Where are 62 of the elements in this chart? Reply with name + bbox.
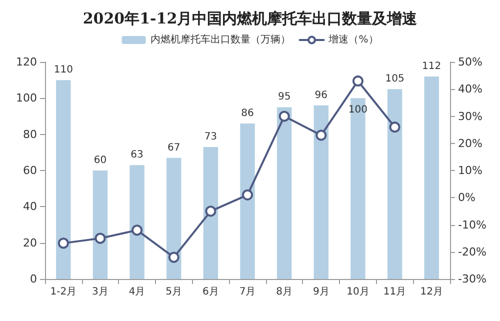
y2-tick-label: 50% bbox=[458, 56, 482, 68]
bar bbox=[92, 170, 108, 279]
data-label: 96 bbox=[314, 90, 328, 101]
point bbox=[242, 189, 253, 200]
bar bbox=[387, 89, 402, 279]
point bbox=[205, 206, 216, 217]
y2-tick-label: 30% bbox=[458, 110, 482, 123]
point bbox=[316, 130, 327, 141]
x-tick-label: 1-2月 bbox=[50, 286, 77, 298]
data-label: 105 bbox=[385, 74, 404, 85]
bar bbox=[424, 76, 439, 279]
bar bbox=[130, 165, 144, 279]
y-tick-label: 0 bbox=[30, 272, 37, 286]
point bbox=[278, 110, 290, 122]
point bbox=[58, 238, 69, 249]
x-tick-label: 9月 bbox=[312, 286, 330, 298]
data-label: 60 bbox=[94, 155, 107, 166]
x-tick-label: 3月 bbox=[92, 286, 108, 298]
x-tick-label: 7月 bbox=[239, 286, 256, 298]
point bbox=[94, 232, 106, 244]
y2-tick-label: 40% bbox=[458, 82, 482, 96]
y-tick-label: 80 bbox=[23, 128, 37, 141]
data-label: 95 bbox=[278, 92, 291, 103]
bar bbox=[203, 146, 218, 279]
data-label: 100 bbox=[348, 104, 368, 116]
bar bbox=[276, 107, 292, 279]
point bbox=[389, 122, 400, 133]
point bbox=[168, 252, 180, 263]
legend-label: 内燃机摩托车出口数量（万辆） bbox=[150, 34, 291, 46]
data-label: 86 bbox=[241, 108, 254, 119]
data-label: 63 bbox=[130, 150, 144, 161]
data-label: 73 bbox=[204, 131, 218, 142]
y2-tick-label: 0% bbox=[458, 191, 476, 204]
x-tick-label: 8月 bbox=[276, 286, 293, 298]
y-tick-label: 40 bbox=[23, 200, 37, 214]
x-tick-label: 4月 bbox=[128, 286, 146, 298]
y-tick-label: 100 bbox=[16, 92, 37, 105]
y2-tick-label: -10% bbox=[458, 218, 486, 232]
y-tick-label: 20 bbox=[23, 236, 37, 250]
data-label: 112 bbox=[422, 60, 442, 72]
data-label: 110 bbox=[54, 64, 73, 76]
y2-tick-label: -20% bbox=[458, 245, 486, 258]
bar bbox=[350, 98, 366, 279]
point bbox=[352, 75, 364, 86]
x-tick-label: 12月 bbox=[420, 286, 443, 298]
y-tick-label: 60 bbox=[23, 164, 37, 177]
data-label: 67 bbox=[167, 142, 180, 154]
y2-tick-label: -30% bbox=[458, 272, 486, 286]
bar bbox=[166, 158, 182, 279]
x-tick-label: 6月 bbox=[202, 286, 219, 298]
y-tick-label: 120 bbox=[16, 56, 37, 68]
bar bbox=[240, 123, 255, 279]
bar bbox=[56, 80, 71, 279]
point bbox=[132, 224, 143, 236]
chart-title: 2020年1-12月中国内燃机摩托车出口数量及增速 bbox=[82, 10, 418, 28]
x-tick-label: 5月 bbox=[166, 286, 182, 298]
x-tick-label: 11月 bbox=[383, 286, 406, 298]
legend-label: 增速（%） bbox=[328, 34, 378, 46]
bar bbox=[314, 105, 328, 279]
y2-tick-label: 20% bbox=[458, 136, 482, 150]
x-tick-label: 10月 bbox=[346, 286, 370, 298]
y2-tick-label: 10% bbox=[458, 164, 482, 177]
